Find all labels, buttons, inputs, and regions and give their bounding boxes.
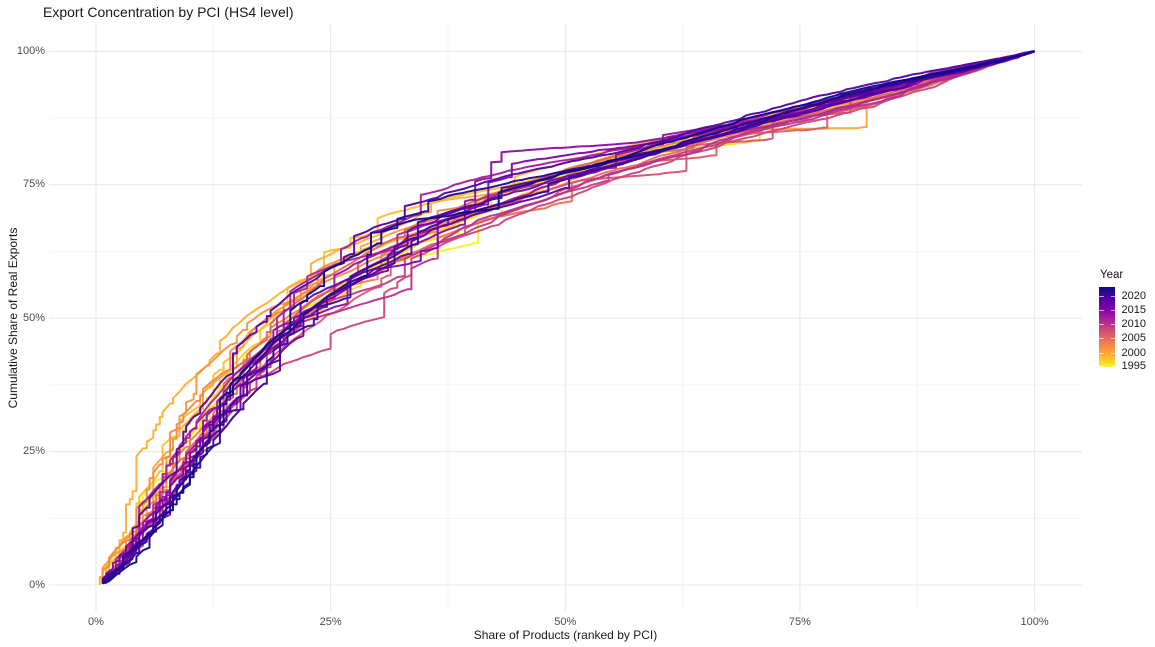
- series-line-2020: [102, 50, 1035, 585]
- legend-title: Year: [1100, 269, 1124, 281]
- legend-tick-left: [1099, 324, 1104, 326]
- y-tick-label: 25%: [22, 445, 45, 458]
- legend-tick-right: [1110, 352, 1115, 354]
- x-tick-label: 75%: [788, 615, 811, 628]
- series-line-2008: [102, 50, 1035, 583]
- series-line-2016: [102, 50, 1035, 582]
- x-tick-label: 100%: [1020, 615, 1049, 628]
- legend-tick-left: [1099, 338, 1104, 340]
- series-line-2010: [102, 50, 1035, 583]
- series-line-2013: [102, 50, 1035, 583]
- series-line-2022: [101, 50, 1035, 585]
- legend-tick-left: [1099, 309, 1104, 311]
- series-line-2014: [102, 50, 1035, 583]
- legend-tick-right: [1110, 295, 1115, 297]
- legend-tick-right: [1110, 324, 1115, 326]
- legend-label-2010: 2010: [1121, 318, 1146, 331]
- series-line-2011: [102, 50, 1035, 584]
- series-line-2018: [102, 50, 1035, 582]
- chart-title: Export Concentration by PCI (HS4 level): [43, 4, 294, 20]
- legend-tick-right: [1110, 365, 1115, 367]
- legend-label-1995: 1995: [1121, 359, 1146, 372]
- legend-label-2020: 2020: [1121, 289, 1146, 302]
- y-tick-label: 100%: [16, 44, 45, 57]
- series-line-2019: [102, 50, 1035, 583]
- series-line-2003: [101, 50, 1035, 581]
- legend-tick-left: [1099, 295, 1104, 297]
- series-line-1998: [101, 50, 1035, 580]
- legend-label-2000: 2000: [1121, 346, 1146, 359]
- series-line-2002: [101, 50, 1035, 581]
- series-line-2001: [101, 50, 1035, 583]
- legend-tick-left: [1099, 352, 1104, 354]
- y-tick-label: 0%: [29, 578, 45, 591]
- y-tick-label: 75%: [22, 178, 45, 191]
- series-line-2005: [101, 50, 1035, 584]
- legend-tick-right: [1110, 309, 1115, 311]
- series-line-2009: [101, 50, 1035, 584]
- series-line-1997: [101, 50, 1035, 582]
- series-line-2007: [101, 50, 1035, 584]
- x-tick-label: 25%: [319, 615, 342, 628]
- series-line-2004: [102, 50, 1035, 584]
- x-axis-title: Share of Products (ranked by PCI): [473, 628, 658, 642]
- series-line-2006: [101, 50, 1035, 582]
- legend-label-2015: 2015: [1121, 303, 1146, 316]
- series-line-1999: [102, 50, 1035, 580]
- series-line-2017: [102, 50, 1035, 584]
- x-tick-label: 50%: [554, 615, 577, 628]
- legend-tick-right: [1110, 338, 1115, 340]
- x-tick-label: 0%: [88, 615, 104, 628]
- legend-colorbar: [1099, 287, 1115, 367]
- legend-tick-left: [1099, 365, 1104, 367]
- y-tick-label: 50%: [22, 311, 45, 324]
- series-line-2023: [102, 50, 1035, 585]
- legend-label-2005: 2005: [1121, 332, 1146, 345]
- series-line-1996: [102, 50, 1035, 582]
- series-line-2012: [101, 50, 1035, 580]
- series-line-2015: [101, 50, 1035, 582]
